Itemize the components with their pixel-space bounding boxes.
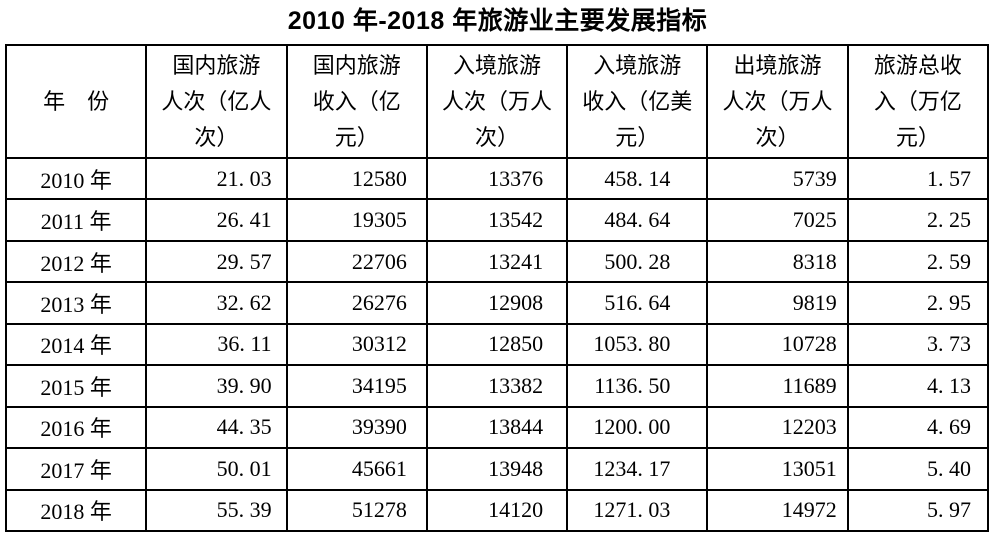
header-cell-outbound-trips: 出境旅游 人次（万人 次）: [706, 44, 849, 159]
year-cell: 2013 年: [4, 281, 148, 325]
value-cell: 10728: [706, 322, 849, 367]
value-cell: 11689: [706, 364, 849, 408]
value-cell: 2. 95: [846, 281, 990, 325]
year-cell: 2014 年: [4, 322, 148, 367]
value-cell: 13948: [425, 447, 569, 491]
year-cell: 2018 年: [4, 488, 148, 532]
header-row: 年 份 国内旅游 人次（亿人 次） 国内旅游 收入（亿 元） 入境旅游 人次（万…: [4, 44, 990, 159]
table-row: 2012 年 29. 57 22706 13241 500. 28 8318 2…: [4, 239, 990, 284]
value-cell: 34195: [285, 364, 428, 408]
value-cell: 36. 11: [145, 322, 288, 367]
value-cell: 26. 41: [145, 198, 288, 242]
value-cell: 7025: [706, 198, 849, 242]
table-row: 2010 年 21. 03 12580 13376 458. 14 5739 1…: [4, 156, 990, 201]
value-cell: 1271. 03: [566, 488, 709, 532]
table-row: 2016 年 44. 35 39390 13844 1200. 00 12203…: [4, 405, 990, 450]
value-cell: 14972: [706, 488, 849, 532]
value-cell: 5739: [706, 156, 849, 201]
value-cell: 1234. 17: [566, 447, 709, 491]
value-cell: 516. 64: [566, 281, 709, 325]
value-cell: 51278: [285, 488, 428, 532]
table-row: 2014 年 36. 11 30312 12850 1053. 80 10728…: [4, 322, 990, 367]
year-cell: 2017 年: [4, 447, 148, 491]
value-cell: 50. 01: [145, 447, 288, 491]
header-cell-inbound-trips: 入境旅游 人次（万人 次）: [425, 44, 569, 159]
value-cell: 500. 28: [566, 239, 709, 284]
value-cell: 9819: [706, 281, 849, 325]
table-row: 2017 年 50. 01 45661 13948 1234. 17 13051…: [4, 447, 990, 491]
indicators-table: 年 份 国内旅游 人次（亿人 次） 国内旅游 收入（亿 元） 入境旅游 人次（万…: [4, 44, 990, 532]
value-cell: 1136. 50: [566, 364, 709, 408]
value-cell: 45661: [285, 447, 428, 491]
value-cell: 13241: [425, 239, 569, 284]
value-cell: 13844: [425, 405, 569, 450]
table-row: 2013 年 32. 62 26276 12908 516. 64 9819 2…: [4, 281, 990, 325]
year-cell: 2016 年: [4, 405, 148, 450]
value-cell: 12908: [425, 281, 569, 325]
value-cell: 39. 90: [145, 364, 288, 408]
table-row: 2011 年 26. 41 19305 13542 484. 64 7025 2…: [4, 198, 990, 242]
value-cell: 21. 03: [145, 156, 288, 201]
header-cell-domestic-trips: 国内旅游 人次（亿人 次）: [145, 44, 288, 159]
table-row: 2015 年 39. 90 34195 13382 1136. 50 11689…: [4, 364, 990, 408]
value-cell: 32. 62: [145, 281, 288, 325]
value-cell: 29. 57: [145, 239, 288, 284]
value-cell: 3. 73: [846, 322, 990, 367]
value-cell: 13376: [425, 156, 569, 201]
value-cell: 4. 13: [846, 364, 990, 408]
value-cell: 1. 57: [846, 156, 990, 201]
year-cell: 2010 年: [4, 156, 148, 201]
header-cell-total-revenue: 旅游总收 入（万亿 元）: [846, 44, 990, 159]
year-cell: 2015 年: [4, 364, 148, 408]
header-cell-inbound-revenue: 入境旅游 收入（亿美 元）: [566, 44, 709, 159]
value-cell: 5. 97: [846, 488, 990, 532]
value-cell: 26276: [285, 281, 428, 325]
table-row: 2018 年 55. 39 51278 14120 1271. 03 14972…: [4, 488, 990, 532]
value-cell: 12580: [285, 156, 428, 201]
value-cell: 4. 69: [846, 405, 990, 450]
value-cell: 458. 14: [566, 156, 709, 201]
value-cell: 13542: [425, 198, 569, 242]
year-cell: 2012 年: [4, 239, 148, 284]
value-cell: 2. 25: [846, 198, 990, 242]
header-cell-year: 年 份: [4, 44, 148, 159]
page-title: 2010 年-2018 年旅游业主要发展指标: [287, 7, 708, 35]
value-cell: 484. 64: [566, 198, 709, 242]
value-cell: 1053. 80: [566, 322, 709, 367]
year-cell: 2011 年: [4, 198, 148, 242]
value-cell: 8318: [706, 239, 849, 284]
value-cell: 2. 59: [846, 239, 990, 284]
value-cell: 22706: [285, 239, 428, 284]
value-cell: 12203: [706, 405, 849, 450]
value-cell: 1200. 00: [566, 405, 709, 450]
value-cell: 12850: [425, 322, 569, 367]
header-cell-domestic-revenue: 国内旅游 收入（亿 元）: [285, 44, 428, 159]
value-cell: 19305: [285, 198, 428, 242]
value-cell: 44. 35: [145, 405, 288, 450]
value-cell: 13382: [425, 364, 569, 408]
value-cell: 13051: [706, 447, 849, 491]
value-cell: 14120: [425, 488, 569, 532]
value-cell: 55. 39: [145, 488, 288, 532]
value-cell: 30312: [285, 322, 428, 367]
value-cell: 39390: [285, 405, 428, 450]
value-cell: 5. 40: [846, 447, 990, 491]
